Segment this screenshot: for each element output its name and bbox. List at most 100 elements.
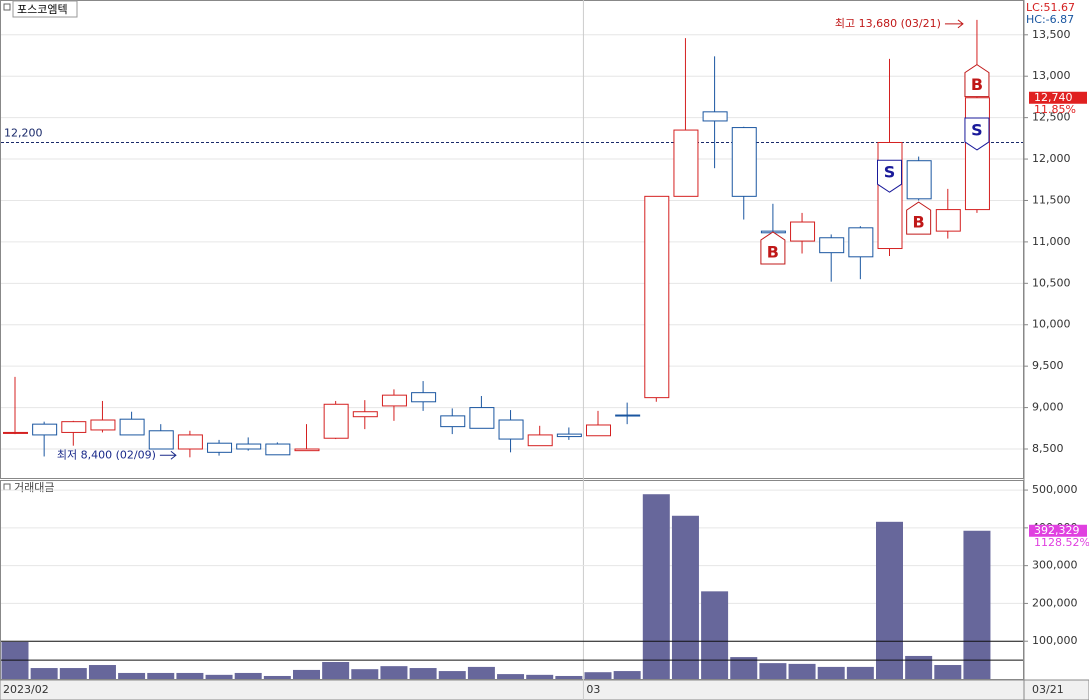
volume-bar [293,669,320,679]
high-annotation: 최고 13,680 (03/21) [835,17,941,30]
volume-bar [846,666,874,679]
last-volume-label: 392,329 [1034,524,1080,537]
candle-body [32,423,58,436]
low-arrow [159,450,177,460]
candle-body [440,415,466,428]
candle-body [469,407,495,429]
volume-bar [817,666,845,679]
last-price-label: 12,740 [1034,91,1073,104]
candle-body [673,129,699,197]
y-tick-label: 9,500 [1032,359,1064,372]
volume-bar [205,674,233,679]
y-tick-label: 100,000 [1032,634,1078,647]
volume-bar [467,666,495,679]
candle-body [3,431,28,434]
candle-body [352,411,378,418]
volume-bar [701,591,729,679]
y-tick-label: 200,000 [1032,596,1078,609]
volume-title: 거래대금 [14,481,54,494]
signal-label: S [971,120,983,139]
last-price-box [1029,91,1087,104]
candle-body [906,160,932,200]
x-last-date: 03/21 [1032,683,1064,696]
volume-bar [59,668,87,679]
signal-marker [760,231,786,265]
signal-label: B [913,213,925,232]
volume-bar [118,672,146,679]
volume-bar [234,672,262,679]
panel-icon [3,3,11,11]
candle-body [586,424,611,437]
signal-marker [964,64,990,98]
volume-bar [876,521,903,679]
low-annotation: 최저 8,400 (02/09) [57,448,156,461]
candle-body [615,414,641,417]
chart-title: 포스코엠텍 [17,3,68,16]
candle-body [819,237,845,254]
y-tick-label: 8,500 [1032,442,1064,455]
signal-label: B [767,242,779,261]
y-tick-label: 500,000 [1032,483,1078,496]
candle-body [381,394,407,407]
candle-body [731,127,757,197]
reference-label: 12,200 [4,126,43,139]
high-arrow [944,19,964,29]
volume-bar [147,672,175,679]
candle-body [294,448,320,452]
y-tick-label: 11,000 [1032,235,1071,248]
candle-body [61,421,87,433]
legend-text: HC:-6.87 [1026,13,1074,26]
y-tick-label: 12,000 [1032,152,1071,165]
candle-body [148,430,174,450]
candle-body [411,392,437,403]
candle-body [848,227,874,258]
volume-bar [351,669,379,679]
volume-bar [322,661,350,679]
y-tick-label: 11,500 [1032,193,1071,206]
candle-body [236,443,262,450]
x-tick-label: 2023/02 [3,683,49,696]
panel-icon [3,483,11,491]
volume-bar [730,657,758,679]
last-volume-box [1029,524,1087,537]
candle-body [964,97,990,211]
volume-bar [409,668,437,679]
signal-label: B [971,75,983,94]
volume-bar [263,675,291,679]
volume-bar [380,666,408,679]
candle-body [877,141,903,250]
y-tick-label: 13,000 [1032,69,1071,82]
candle-body [644,195,670,399]
candle-body [90,419,116,431]
candle-body [265,443,291,456]
volume-bar [671,515,699,679]
volume-bar [584,672,612,679]
volume-bar [613,671,641,679]
volume-bar [963,530,991,679]
volume-bar [30,668,58,679]
y-tick-label: 12,500 [1032,111,1071,124]
legend-text: LC:51.67 [1026,1,1075,14]
change-label: 11.85% [1034,103,1076,116]
volume-bar [759,663,787,679]
candle-body [702,111,728,122]
change-label: 1128.52% [1034,536,1089,549]
signal-marker [906,201,932,235]
candle-body [207,442,233,453]
signal-marker [877,159,902,193]
y-tick-label: 10,000 [1032,318,1071,331]
y-tick-label: 9,000 [1032,401,1064,414]
volume-bar [438,671,466,679]
y-tick-label: 13,500 [1032,28,1071,41]
volume-bar [497,674,525,679]
candle-body [527,434,553,447]
volume-bar [555,675,583,679]
candle-body [935,209,961,232]
volume-bar [788,663,816,679]
y-tick-label: 300,000 [1032,559,1078,572]
candle-body [790,221,816,242]
candle-body [323,403,349,439]
candle-body [498,419,524,440]
volume-bar [526,674,554,679]
